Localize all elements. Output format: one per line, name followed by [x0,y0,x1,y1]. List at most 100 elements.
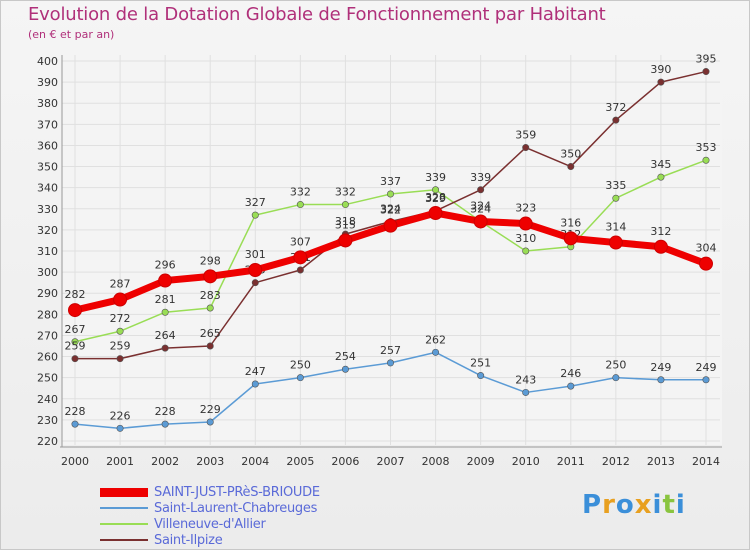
x-tick-label: 2004 [241,455,269,468]
data-point [702,156,710,164]
data-label: 262 [425,333,446,346]
y-tick-label: 350 [37,161,58,174]
data-point [657,376,665,384]
data-point [338,233,353,248]
data-label: 390 [650,63,671,76]
data-label: 267 [65,323,86,336]
data-point [158,273,173,288]
data-label: 228 [65,405,86,418]
data-label: 283 [200,289,221,302]
y-tick-label: 310 [37,245,58,258]
y-tick-label: 340 [37,182,58,195]
data-label: 324 [470,199,491,212]
x-tick-label: 2008 [422,455,450,468]
data-label: 250 [605,359,626,372]
data-point [702,376,710,384]
data-label: 327 [245,196,266,209]
data-label: 323 [515,202,536,215]
data-label: 314 [605,221,626,234]
data-label: 298 [200,254,221,267]
y-tick-label: 260 [37,351,58,364]
data-label: 324 [380,202,401,215]
data-point [428,206,443,220]
data-label: 254 [335,350,356,363]
data-point [563,231,578,246]
data-label: 395 [696,53,717,66]
data-label: 259 [65,340,86,353]
data-point [657,78,665,86]
legend-swatch-villeneuve [100,523,148,525]
y-tick-label: 220 [37,435,58,448]
data-point [161,344,169,352]
data-point [206,304,214,312]
y-tick-label: 390 [37,76,58,89]
x-tick-label: 2000 [61,455,89,468]
data-point [68,303,82,318]
data-label: 228 [155,405,176,418]
x-tick-label: 2012 [602,455,630,468]
data-point [113,292,128,307]
legend-label-saint-just: SAINT-JUST-PRèS-BRIOUDE [154,485,320,500]
data-point [473,214,488,229]
proxiti-logo: Proxiti [582,490,686,520]
data-label: 350 [560,148,581,161]
data-point [567,163,575,171]
y-tick-label: 370 [37,118,58,131]
data-point [296,374,304,382]
data-label: 226 [110,409,131,422]
data-label: 251 [470,357,491,370]
data-label: 246 [560,367,581,380]
data-point [341,365,349,373]
data-label: 329 [425,192,446,205]
data-label: 335 [605,179,626,192]
y-tick-label: 280 [37,308,58,321]
data-label: 265 [200,327,221,340]
data-label: 264 [155,329,176,342]
data-point [296,266,304,274]
data-point [477,372,485,380]
y-tick-label: 290 [37,287,58,300]
legend-label-saint-laurent: Saint-Laurent-Chabreuges [154,501,318,516]
data-point [71,355,79,363]
data-label: 353 [696,141,717,154]
data-label: 296 [155,259,176,272]
data-label: 324 [470,202,491,215]
x-tick-label: 2005 [286,455,314,468]
x-tick-label: 2010 [512,455,540,468]
data-point [702,68,710,76]
data-point [653,239,668,254]
x-tick-label: 2007 [377,455,405,468]
data-label: 332 [290,186,311,199]
legend-label-villeneuve: Villeneuve-d'Allier [154,517,266,532]
legend-swatch-saint-laurent [100,507,148,509]
data-label: 301 [245,248,266,261]
data-label: 310 [515,232,536,245]
y-tick-label: 400 [37,55,58,68]
x-tick-label: 2009 [467,455,495,468]
data-point [251,211,259,219]
data-label: 259 [110,340,131,353]
data-point [71,338,79,346]
data-label: 304 [696,242,717,255]
data-point [386,359,394,367]
data-point [206,342,214,350]
data-label: 287 [110,278,131,291]
data-point [161,308,169,316]
data-label: 322 [380,204,401,217]
y-tick-label: 380 [37,97,58,110]
legend-label-saint-ilpize: Saint-Ilpize [154,533,223,548]
data-label: 372 [605,101,626,114]
data-point [203,269,218,284]
x-tick-label: 2011 [557,455,585,468]
data-label: 229 [200,403,221,416]
data-label: 281 [155,293,176,306]
data-point [71,420,79,428]
data-point [251,279,259,287]
data-point [522,144,530,152]
data-label: 345 [650,158,671,171]
data-point [657,173,665,181]
data-point [432,186,440,194]
x-tick-label: 2003 [196,455,224,468]
y-tick-label: 330 [37,203,58,216]
